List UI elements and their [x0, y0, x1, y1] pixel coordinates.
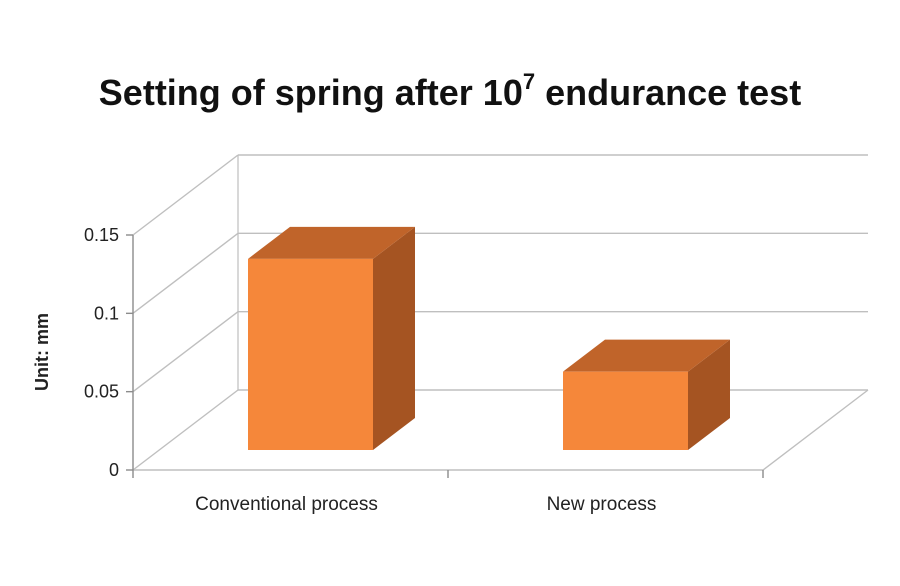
gridline-wall-3	[132, 154, 239, 236]
x-tick-labels: Conventional process New process	[195, 494, 656, 515]
axes	[126, 234, 764, 478]
y-tick-label: 0.05	[84, 382, 119, 402]
y-tick-label: 0.15	[84, 225, 119, 245]
chart-title: Setting of spring after 107 endurance te…	[99, 69, 801, 113]
gridline-wall-2	[132, 232, 239, 314]
y-tick-label: 0.1	[94, 303, 119, 323]
bars	[248, 226, 730, 450]
bar-side-face	[688, 339, 730, 450]
x-tick-label: Conventional process	[195, 494, 378, 515]
y-tick-label: 0	[109, 460, 119, 480]
bar-front-face	[248, 258, 373, 450]
chart-title-main: Setting of spring after 10	[99, 72, 523, 113]
chart-title-superscript: 7	[523, 69, 535, 94]
y-axis-label: Unit: mm	[32, 313, 52, 391]
bar-top-face	[563, 339, 730, 372]
y-tick-labels: 0 0.05 0.1 0.15	[84, 225, 119, 480]
x-tick-label: New process	[547, 494, 657, 515]
bar-top-face	[248, 226, 415, 259]
chart-title-suffix: endurance test	[535, 72, 801, 113]
bar-conventional-process	[248, 226, 415, 450]
chart-floor	[133, 389, 869, 471]
gridline-wall-1	[132, 311, 239, 393]
bar-front-face	[563, 371, 688, 450]
gridlines	[132, 154, 868, 471]
bar-side-face	[373, 226, 415, 450]
bar-new-process	[563, 339, 730, 450]
floor-edge	[133, 389, 869, 471]
gridline-wall-0	[132, 389, 239, 471]
